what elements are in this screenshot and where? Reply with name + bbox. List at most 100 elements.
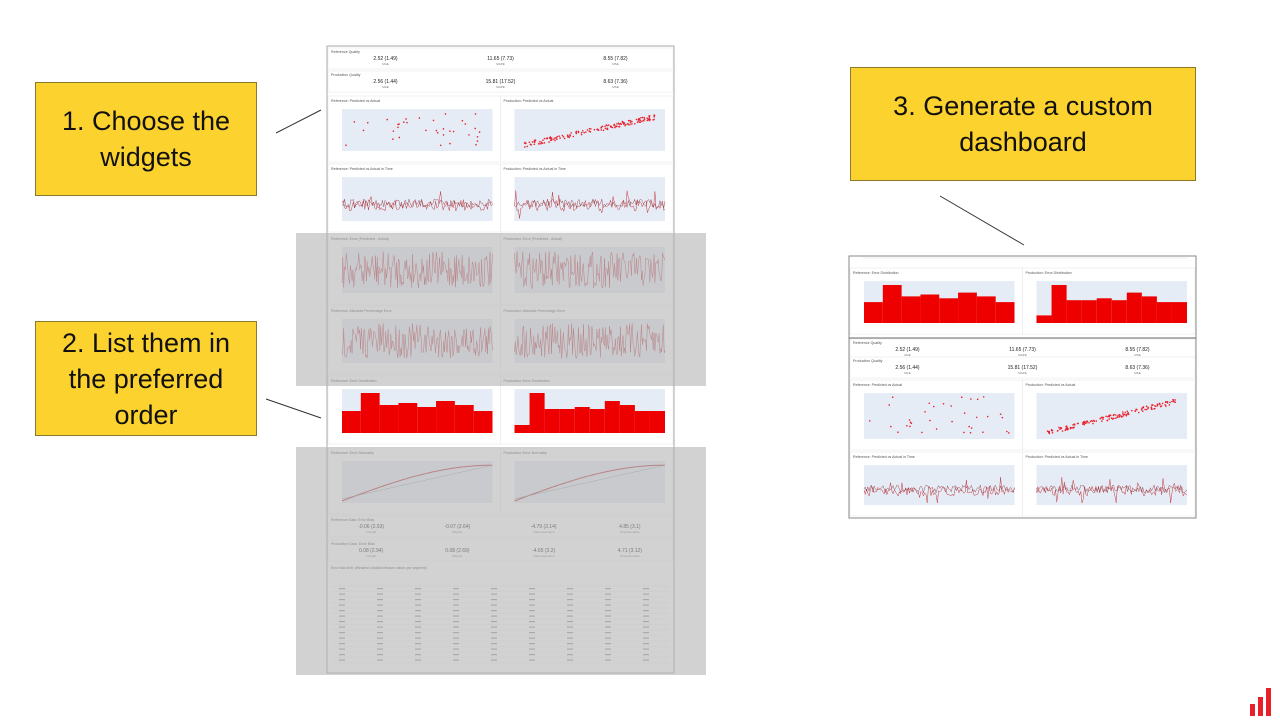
hist-bar: [901, 296, 921, 323]
scatter-point: [1121, 411, 1124, 413]
metric-label: MSE: [1134, 353, 1141, 357]
scatter-point: [1006, 430, 1008, 433]
trace: [1036, 484, 1188, 494]
scatter-point: [982, 431, 984, 433]
metric-label: MSE: [612, 85, 619, 89]
metric-value: 8.55 (7.82): [1125, 347, 1150, 353]
scatter-point: [1115, 414, 1117, 416]
scatter-point: [1072, 424, 1074, 426]
scatter-point: [563, 137, 566, 140]
scatter-point: [999, 413, 1002, 415]
scatter-point: [1153, 407, 1155, 410]
scatter-point: [1124, 411, 1127, 414]
scatter-point: [572, 135, 575, 138]
scatter-point: [1165, 405, 1167, 407]
metric-block: [327, 47, 674, 70]
scatter-point: [476, 135, 479, 138]
scatter-point: [392, 138, 394, 140]
scatter-point: [888, 404, 891, 406]
scatter-point: [464, 123, 467, 125]
hist-bar: [417, 407, 437, 433]
scatter-point: [1145, 405, 1148, 408]
trace: [514, 190, 666, 219]
logo-bar: [1250, 704, 1255, 716]
scatter-point: [442, 134, 445, 136]
scatter-point: [1059, 428, 1061, 430]
scatter-point: [1066, 428, 1069, 431]
trace: [1036, 476, 1188, 504]
scatter-point: [1110, 417, 1113, 420]
scatter-point: [637, 120, 640, 122]
scatter-point: [1159, 405, 1162, 408]
scatter-point: [559, 137, 561, 139]
scatter-point: [596, 128, 598, 131]
scatter-point: [1166, 401, 1169, 404]
scatter-point: [653, 115, 656, 118]
hist-bar: [398, 403, 418, 433]
scatter-point: [1086, 421, 1088, 424]
metric-label: MAPE: [496, 85, 505, 89]
scatter-point: [1142, 410, 1144, 412]
scatter-point: [556, 135, 559, 138]
scatter-point: [1107, 415, 1109, 418]
scatter-point: [1174, 399, 1176, 401]
scatter-point: [616, 123, 618, 125]
scatter-point: [432, 119, 435, 122]
scatter-point: [897, 431, 899, 434]
hist-bar: [473, 411, 493, 433]
hist-bar: [1066, 300, 1082, 323]
block-title: Production Quality: [331, 73, 361, 77]
scatter-point: [968, 425, 970, 428]
hist-bar: [342, 411, 361, 433]
scatter-point: [1108, 415, 1111, 418]
hist-bar: [1036, 315, 1052, 323]
scatter-point: [909, 421, 912, 424]
hist-bar: [436, 401, 455, 433]
scatter-point: [593, 128, 596, 131]
widget-title: Reference: Predicted vs Actual: [331, 99, 380, 103]
scatter-point: [1073, 423, 1076, 425]
scatter-point: [397, 123, 399, 126]
scatter-point: [531, 141, 534, 143]
scatter-point: [546, 137, 549, 139]
scatter-point: [605, 124, 608, 126]
scatter-point: [963, 412, 966, 414]
scatter-point: [549, 136, 552, 138]
scatter-point: [577, 131, 580, 134]
scatter-point: [1117, 414, 1119, 417]
scatter-point: [539, 140, 541, 143]
scatter-point: [604, 127, 607, 130]
scatter-point: [1126, 410, 1129, 413]
scatter-point: [1164, 404, 1166, 406]
hist-bar: [1051, 285, 1067, 323]
scatter-point: [1168, 404, 1171, 406]
scatter-point: [1090, 420, 1093, 422]
scatter-point: [629, 121, 632, 124]
plot-area: [1036, 465, 1187, 505]
scatter-point: [610, 126, 613, 128]
scatter-point: [1093, 419, 1095, 422]
scatter-point: [625, 123, 627, 126]
overlay: [296, 447, 706, 675]
scatter-point: [1092, 422, 1094, 425]
logo-bar: [1266, 688, 1271, 716]
scatter-point: [1059, 427, 1062, 429]
trace: [341, 191, 493, 212]
scatter-point: [975, 416, 978, 419]
scatter-point: [890, 425, 892, 428]
scatter-point: [397, 126, 399, 129]
scatter-point: [621, 121, 624, 123]
trace: [514, 198, 666, 209]
scatter-point: [1126, 413, 1129, 415]
scatter-point: [366, 121, 369, 124]
scatter-point: [526, 145, 529, 148]
scatter-point: [1136, 408, 1138, 411]
scatter-point: [1106, 419, 1108, 422]
scatter-point: [1125, 414, 1128, 417]
hist-bar: [514, 425, 530, 433]
scatter-point: [562, 136, 565, 138]
scatter-point: [1091, 420, 1094, 422]
metric-value: 2.56 (1.44): [895, 365, 920, 371]
scatter-point: [1064, 429, 1066, 432]
